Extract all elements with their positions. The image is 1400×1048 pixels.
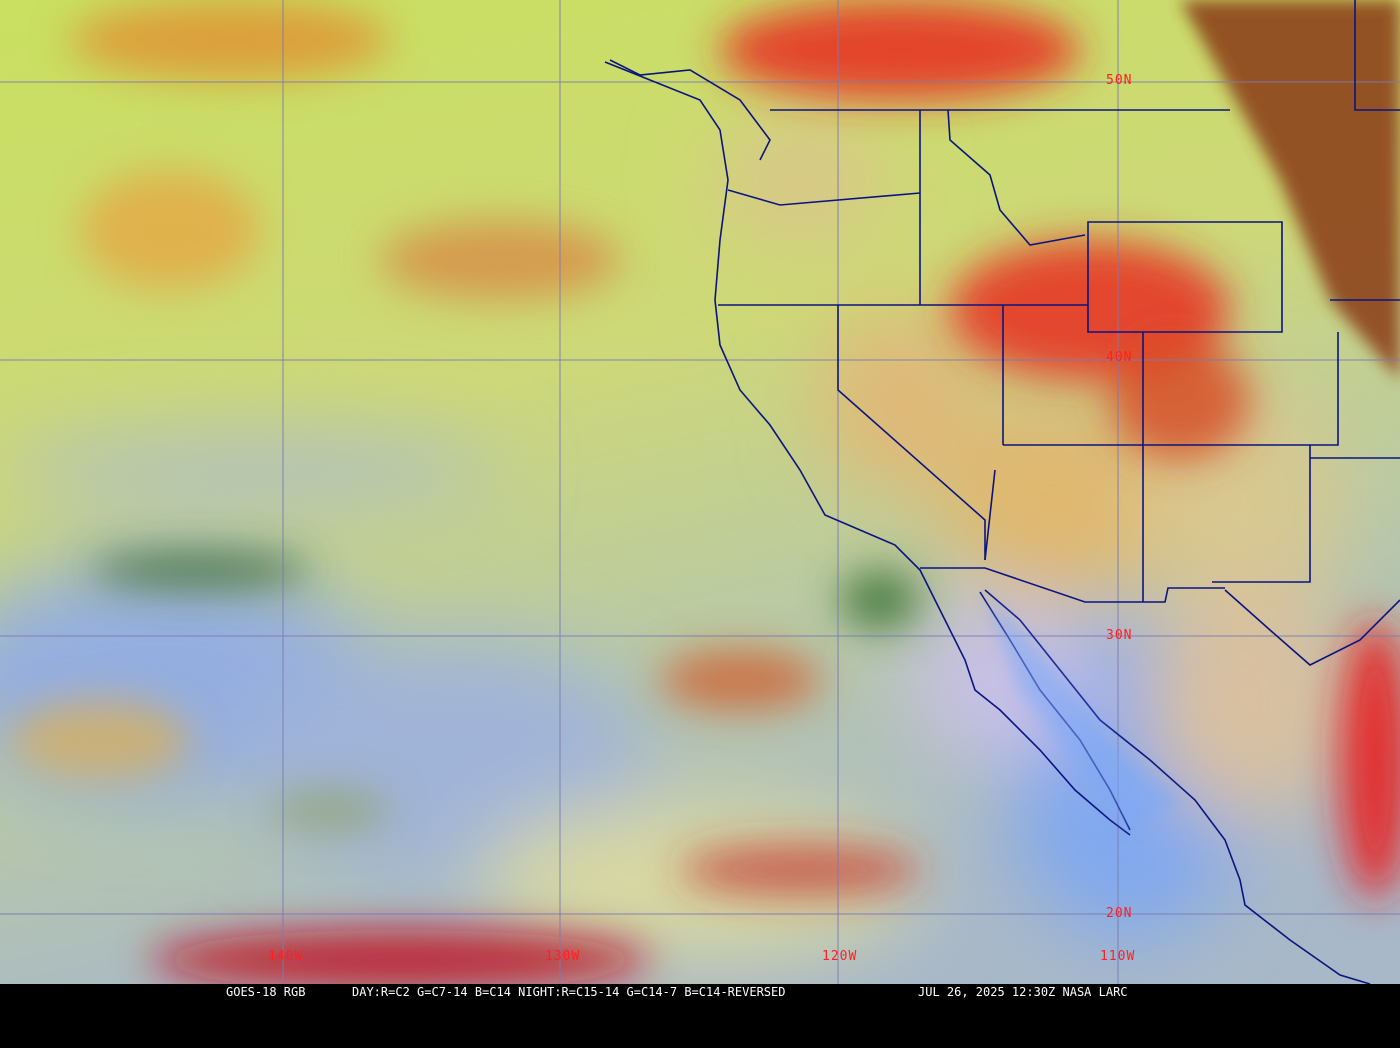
imagery-background	[0, 0, 1400, 984]
border-id-mt	[947, 109, 1086, 246]
gulf-of-california-water	[985, 595, 1180, 830]
lon-label-120w: 120W	[822, 949, 858, 964]
border-wa-or	[727, 189, 921, 206]
caption-bar: GOES-18 RGB DAY:R=C2 G=C7-14 B=C14 NIGHT…	[0, 984, 1400, 1000]
satellite-map	[0, 0, 1400, 984]
puget-sound	[609, 59, 771, 161]
lat-label-20n: 20N	[1106, 906, 1133, 921]
border-nm-tx	[1212, 445, 1311, 583]
border-az-nv-ca	[984, 469, 996, 561]
caption-recipe: DAY:R=C2 G=C7-14 B=C14 NIGHT:R=C15-14 G=…	[352, 985, 786, 999]
lon-label-140w: 140W	[268, 949, 304, 964]
border-plains	[1310, 0, 1400, 459]
lon-label-110w: 110W	[1100, 949, 1136, 964]
graticule	[0, 0, 1400, 984]
caption-product: GOES-18 RGB	[226, 985, 306, 999]
lat-label-40n: 40N	[1106, 350, 1133, 365]
lat-label-30n: 30N	[1106, 628, 1133, 643]
border-us-mexico	[920, 567, 1225, 603]
border-four-corners	[1003, 332, 1339, 446]
border-ca-nv	[837, 305, 986, 560]
coastlines-and-borders	[604, 0, 1400, 984]
coastline-gulf-mainland	[984, 589, 1371, 984]
caption-timestamp: JUL 26, 2025 12:30Z NASA LARC	[918, 985, 1128, 999]
coastline-mexico-east	[1224, 589, 1400, 666]
lon-label-130w: 130W	[545, 949, 581, 964]
lat-label-50n: 50N	[1106, 73, 1133, 88]
coastline-pacific	[604, 61, 1131, 836]
border-wy	[1087, 221, 1283, 333]
